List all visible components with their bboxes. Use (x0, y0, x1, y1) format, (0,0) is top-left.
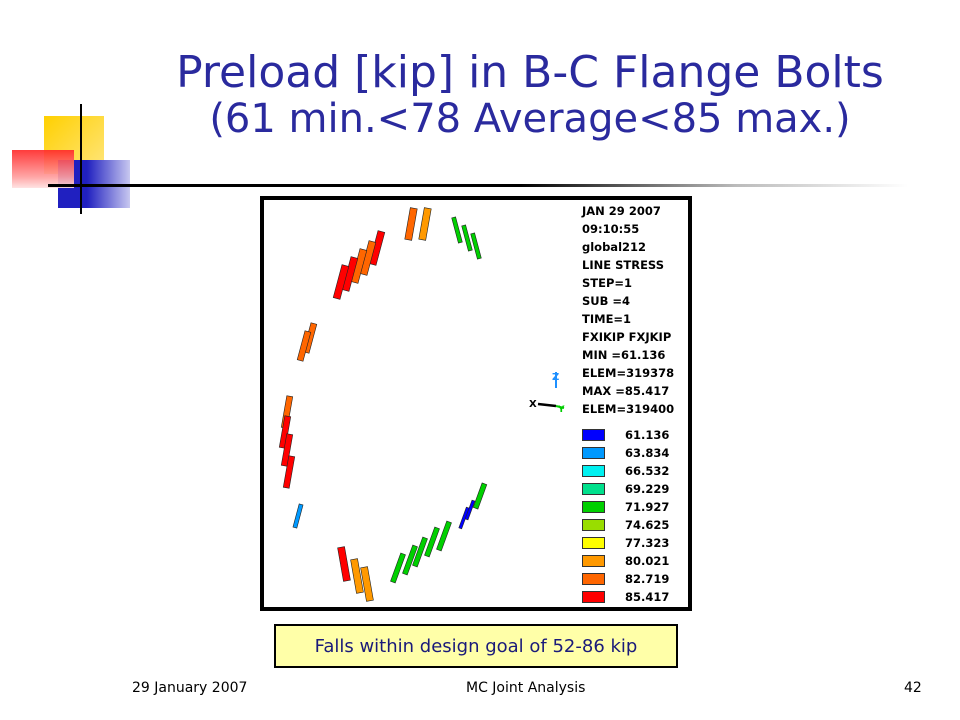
legend-row: 71.927 (582, 498, 669, 516)
bolt-element (472, 482, 488, 510)
legend-swatch (582, 591, 605, 603)
legend-swatch (582, 465, 605, 477)
triad-x-label: X (529, 399, 537, 410)
legend-value: 82.719 (625, 572, 670, 586)
plot-info-text: JAN 29 2007 09:10:55 global212 LINE STRE… (582, 202, 674, 418)
bolt-element (280, 433, 294, 467)
legend-value: 80.021 (625, 554, 670, 568)
legend-row: 80.021 (582, 552, 669, 570)
legend-row: 63.834 (582, 444, 669, 462)
bolt-element (390, 552, 406, 584)
bolt-element (282, 455, 296, 489)
bolt-ring-graphic: Z X Y (278, 207, 565, 602)
triad-z-label: Z (552, 372, 559, 383)
legend-value: 74.625 (625, 518, 670, 532)
bolt-elements (278, 207, 488, 602)
info-quantity: FXIKIP FXJKIP (582, 330, 672, 344)
legend-row: 77.323 (582, 534, 669, 552)
triad-y-label: Y (557, 405, 565, 415)
legend-swatch (582, 447, 605, 459)
info-step: STEP=1 (582, 276, 633, 290)
bolt-element (292, 503, 304, 529)
legend-swatch (582, 573, 605, 585)
legend-row: 85.417 (582, 588, 669, 606)
bolt-element (350, 558, 364, 594)
legend-value: 69.229 (625, 482, 670, 496)
legend-swatch (582, 555, 605, 567)
bolt-element (402, 544, 418, 576)
bolt-element (418, 207, 432, 241)
footer-date: 29 January 2007 (132, 680, 248, 696)
bolt-element (451, 216, 463, 244)
bolt-element (278, 415, 292, 449)
bolt-element (337, 546, 351, 582)
info-time-value: TIME=1 (582, 312, 632, 326)
bolt-element (296, 330, 312, 362)
bolt-element (360, 566, 374, 602)
legend-row: 69.229 (582, 480, 669, 498)
info-date: JAN 29 2007 (582, 204, 661, 218)
bolt-element (436, 520, 452, 552)
legend-value: 63.834 (625, 446, 670, 460)
footer-title: MC Joint Analysis (466, 680, 586, 696)
legend-row: 74.625 (582, 516, 669, 534)
deco-vertical-line (80, 104, 82, 214)
legend-value: 61.136 (625, 428, 670, 442)
info-max-elem: ELEM=319400 (582, 402, 675, 416)
legend-row: 66.532 (582, 462, 669, 480)
legend-swatch (582, 483, 605, 495)
bolt-element (464, 499, 476, 521)
coordinate-triad: Z X Y (529, 372, 565, 415)
slide-title: Preload [kip] in B-C Flange Bolts (61 mi… (110, 48, 950, 142)
info-max: MAX =85.417 (582, 384, 670, 398)
info-result-type: LINE STRESS (582, 258, 664, 272)
bolt-element (424, 526, 440, 558)
design-goal-note: Falls within design goal of 52-86 kip (274, 624, 678, 668)
fea-plot: Z X Y JAN 29 2007 09:10:55 global212 LIN… (260, 196, 692, 611)
legend-swatch (582, 537, 605, 549)
bolt-element (332, 264, 350, 300)
bolt-element (461, 224, 473, 252)
info-model: global212 (582, 240, 647, 254)
deco-red-square (12, 150, 74, 188)
bolt-element (404, 207, 418, 241)
page-number: 42 (904, 680, 922, 696)
info-min: MIN =61.136 (582, 348, 666, 362)
legend-row: 82.719 (582, 570, 669, 588)
legend-swatch (582, 501, 605, 513)
info-time: 09:10:55 (582, 222, 640, 236)
legend-row: 61.136 (582, 426, 669, 444)
legend-value: 71.927 (625, 500, 670, 514)
bolt-element (412, 536, 428, 568)
legend-swatch (582, 429, 605, 441)
info-min-elem: ELEM=319378 (582, 366, 675, 380)
info-substep: SUB =4 (582, 294, 631, 308)
title-line-1: Preload [kip] in B-C Flange Bolts (176, 47, 884, 98)
title-line-2: (61 min.<78 Average<85 max.) (209, 96, 851, 143)
title-divider (48, 184, 908, 187)
legend-value: 77.323 (625, 536, 670, 550)
legend-swatch (582, 519, 605, 531)
legend-value: 85.417 (625, 590, 670, 604)
legend-value: 66.532 (625, 464, 670, 478)
bolt-element (470, 232, 482, 260)
